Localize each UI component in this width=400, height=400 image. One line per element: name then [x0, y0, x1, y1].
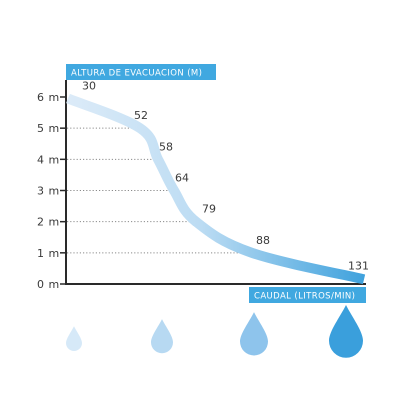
- y-tick-label: 4 m: [37, 153, 60, 166]
- y-tick-label: 5 m: [37, 122, 60, 135]
- drop-icons: [66, 305, 363, 358]
- y-tick-label: 2 m: [37, 216, 60, 229]
- x-axis-title-background: [249, 287, 366, 303]
- large-drop-icon: [240, 312, 268, 356]
- data-label: 64: [175, 172, 189, 185]
- series-curve: [66, 93, 366, 285]
- small-drop-icon: [66, 326, 82, 351]
- y-tick-label: 3 m: [37, 185, 60, 198]
- data-label: 88: [256, 234, 270, 247]
- y-tick-label: 6 m: [37, 91, 60, 104]
- y-tick-label: 0 m: [37, 278, 60, 291]
- data-label: 30: [82, 80, 96, 93]
- y-axis-title-text: ALTURA DE EVACUACION (M): [71, 69, 202, 79]
- data-label: 58: [159, 140, 173, 153]
- x-axis-title: CAUDAL (LITROS/MIN): [249, 287, 366, 303]
- data-label: 131: [348, 259, 369, 272]
- y-axis-title: ALTURA DE EVACUACION (M): [66, 64, 216, 80]
- grid: [67, 127, 252, 254]
- data-labels: 30 52 58 64 79 88 131: [82, 80, 369, 273]
- medium-drop-icon: [151, 319, 173, 354]
- xlarge-drop-icon: [329, 305, 363, 358]
- x-axis-title-text: CAUDAL (LITROS/MIN): [254, 292, 355, 302]
- y-axis-title-background: [66, 64, 216, 80]
- y-axis-ticks: 0 m 1 m 2 m 3 m 4 m 5 m 6 m: [37, 91, 66, 291]
- data-label: 52: [134, 109, 148, 122]
- data-label: 79: [202, 203, 216, 216]
- y-tick-label: 1 m: [37, 247, 60, 260]
